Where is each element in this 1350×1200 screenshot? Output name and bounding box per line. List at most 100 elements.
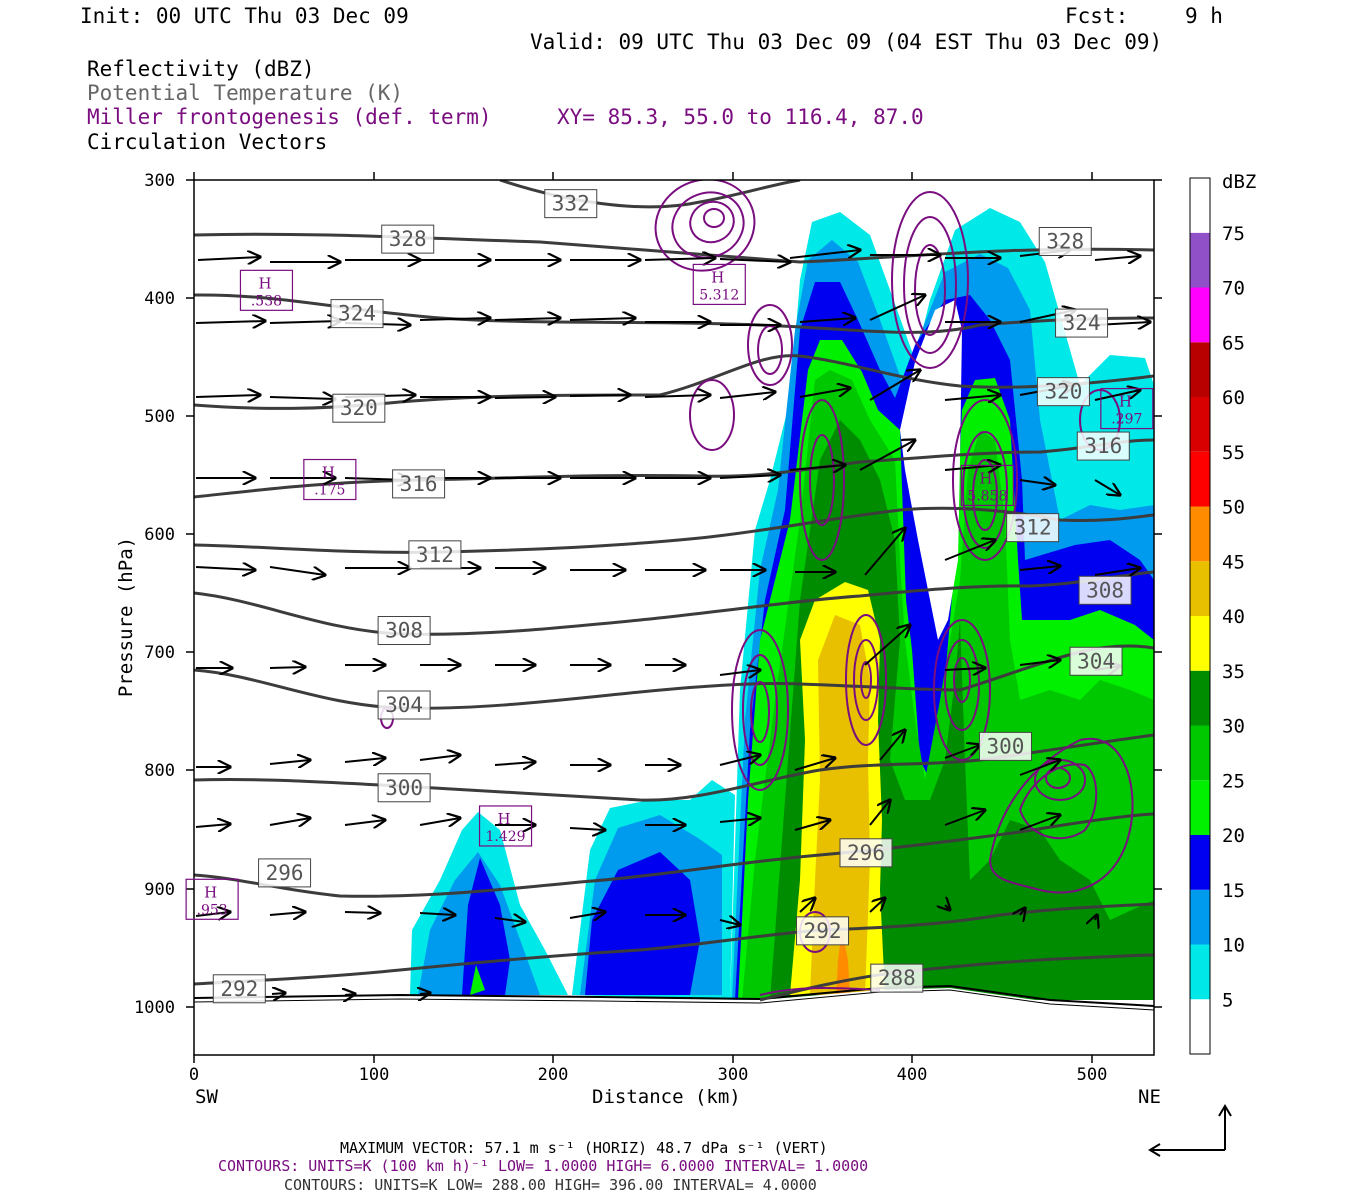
circulation-vectors bbox=[195, 250, 1150, 995]
legend-reflectivity: Reflectivity (dBZ) bbox=[87, 57, 315, 81]
legend-frontogenesis: Miller frontogenesis (def. term) bbox=[87, 105, 492, 129]
theta-296 bbox=[194, 812, 1154, 898]
theta-label: 316 bbox=[1084, 434, 1122, 458]
y-tick-1000: 1000 bbox=[134, 998, 175, 1018]
frontogenesis-contours-note: CONTOURS: UNITS=K (100 km h)⁻¹ LOW= 1.00… bbox=[218, 1157, 869, 1175]
theta-label-box bbox=[1069, 646, 1123, 676]
theta-label: 312 bbox=[1014, 516, 1052, 540]
colorbar-swatch bbox=[1190, 616, 1210, 671]
theta-label: 292 bbox=[220, 977, 258, 1001]
theta-label-box bbox=[392, 469, 446, 499]
theta-label-box bbox=[1055, 308, 1109, 338]
fg-high-value: .297 bbox=[1111, 412, 1142, 428]
theta-288 bbox=[759, 953, 1154, 1002]
fg-high-marker: H bbox=[322, 464, 335, 482]
colorbar-swatch bbox=[1190, 451, 1210, 507]
legend-theta: Potential Temperature (K) bbox=[87, 81, 404, 105]
sw-label: SW bbox=[195, 1086, 218, 1108]
colorbar-level-label: 30 bbox=[1222, 716, 1245, 738]
forecast-label: Fcst: bbox=[1065, 4, 1129, 28]
fg-high-box bbox=[303, 458, 357, 501]
colorbar-swatch bbox=[1190, 178, 1210, 233]
fg-high-box bbox=[1100, 387, 1154, 430]
x-tick-500: 500 bbox=[1077, 1065, 1108, 1085]
theta-label-box bbox=[839, 838, 893, 868]
theta-292 bbox=[194, 902, 1154, 986]
theta-label-box bbox=[381, 224, 435, 254]
y-tick-300: 300 bbox=[144, 171, 175, 191]
y-tick-500: 500 bbox=[144, 407, 175, 427]
colorbar-swatch bbox=[1190, 835, 1210, 890]
theta-label: 288 bbox=[878, 966, 916, 990]
theta-label: 316 bbox=[400, 472, 438, 496]
fg-high-value: 5.312 bbox=[699, 287, 739, 303]
x-tick-marks bbox=[193, 172, 1093, 1063]
theta-316 bbox=[194, 438, 1154, 499]
theta-label-box bbox=[1036, 377, 1090, 407]
theta-label-layer: 332 328 328 324 324 320 320 316 316 312 312 308 308 3… bbox=[212, 189, 1132, 1004]
valid-time: Valid: 09 UTC Thu 03 Dec 09 (04 EST Thu … bbox=[530, 30, 1163, 54]
theta-label: 304 bbox=[385, 693, 423, 717]
refl-20-left bbox=[470, 965, 485, 995]
colorbar-swatch bbox=[1190, 506, 1210, 562]
theta-label: 328 bbox=[1046, 229, 1084, 253]
theta-label-box bbox=[796, 916, 850, 946]
refl-40-core bbox=[810, 615, 870, 995]
frontogenesis-contours bbox=[380, 180, 1134, 996]
x-tick-100: 100 bbox=[359, 1065, 390, 1085]
theta-label: 292 bbox=[804, 919, 842, 943]
y-tick-600: 600 bbox=[144, 525, 175, 545]
fg-high-marker: H bbox=[979, 469, 992, 487]
x-tick-400: 400 bbox=[897, 1065, 928, 1085]
y-tick-800: 800 bbox=[144, 761, 175, 781]
colorbar-level-label: 45 bbox=[1222, 551, 1245, 573]
reflectivity-field bbox=[194, 208, 1154, 1055]
colorbar-level-label: 25 bbox=[1222, 770, 1245, 792]
theta-label-box bbox=[212, 974, 266, 1004]
theta-label-box bbox=[1006, 513, 1060, 543]
colorbar-level-label: 20 bbox=[1222, 825, 1245, 847]
reflectivity-colorbar: 5 10 15 20 25 30 35 40 45 50 55 60 65 70 75 bbox=[1189, 177, 1245, 1055]
y-tick-marks bbox=[186, 179, 1162, 1008]
colorbar-level-label: 15 bbox=[1222, 880, 1245, 902]
theta-label-box bbox=[1038, 226, 1092, 256]
theta-label: 328 bbox=[389, 227, 427, 251]
theta-label-box bbox=[330, 299, 384, 329]
theta-contours-note: CONTOURS: UNITS=K LOW= 288.00 HIGH= 396.… bbox=[284, 1176, 817, 1194]
colorbar-swatch bbox=[1190, 780, 1210, 835]
theta-label-box bbox=[408, 540, 462, 570]
cross-section-xy: XY= 85.3, 55.0 to 116.4, 87.0 bbox=[557, 105, 924, 129]
theta-label: 300 bbox=[987, 734, 1025, 758]
colorbar-level-label: 50 bbox=[1222, 497, 1245, 519]
theta-label: 296 bbox=[847, 841, 885, 865]
y-tick-400: 400 bbox=[144, 289, 175, 309]
surface-line bbox=[194, 984, 1154, 1007]
theta-label: 304 bbox=[1077, 649, 1115, 673]
x-tick-300: 300 bbox=[718, 1065, 749, 1085]
theta-label: 324 bbox=[338, 302, 376, 326]
colorbar-swatch bbox=[1190, 944, 1210, 1000]
colorbar-swatch bbox=[1190, 999, 1210, 1054]
init-time: Init: 00 UTC Thu 03 Dec 09 bbox=[80, 4, 409, 28]
fg-high-value: .538 bbox=[251, 293, 282, 309]
fg-high-marker: H bbox=[258, 274, 271, 292]
theta-308 bbox=[194, 570, 1154, 636]
colorbar-frame bbox=[1189, 177, 1211, 1055]
fg-high-marker: H bbox=[498, 810, 511, 828]
theta-label-box bbox=[377, 690, 431, 720]
theta-label: 324 bbox=[1063, 311, 1101, 335]
colorbar-swatch bbox=[1190, 725, 1210, 781]
theta-label: 320 bbox=[1044, 380, 1082, 404]
fg-high-box bbox=[239, 269, 294, 311]
colorbar-swatch bbox=[1190, 561, 1210, 616]
colorbar-level-label: 55 bbox=[1222, 442, 1245, 464]
fg-high-marker: H bbox=[1119, 393, 1132, 411]
theta-label-box bbox=[377, 616, 431, 646]
fg-high-value: .953 bbox=[197, 902, 228, 918]
theta-label-box bbox=[258, 858, 312, 888]
surface-line-2 bbox=[194, 989, 1154, 1011]
colorbar-unit: dBZ bbox=[1222, 171, 1256, 193]
theta-label: 308 bbox=[1086, 578, 1124, 602]
theta-label: 312 bbox=[416, 543, 454, 567]
